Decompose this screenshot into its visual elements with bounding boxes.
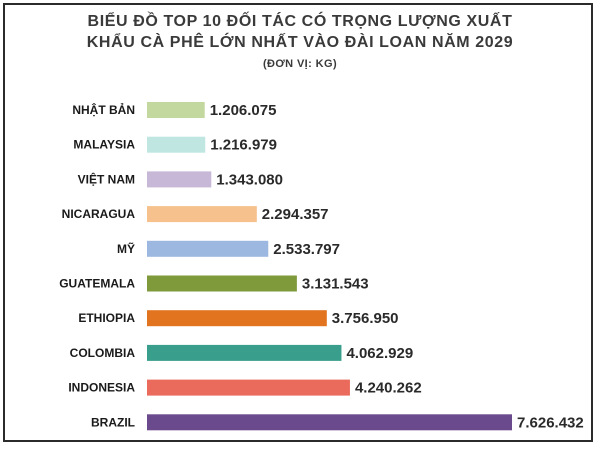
category-label: BRAZIL xyxy=(91,415,135,429)
bar xyxy=(147,102,205,118)
data-label: 7.626.432 xyxy=(517,414,584,431)
bar xyxy=(147,275,297,292)
data-label: 4.062.929 xyxy=(346,345,413,362)
category-label: NICARAGUA xyxy=(62,207,136,221)
category-label: ETHIOPIA xyxy=(78,311,135,325)
bar xyxy=(147,240,269,257)
category-label: NHẬT BẢN xyxy=(72,102,135,117)
data-label: 3.131.543 xyxy=(302,276,369,293)
data-label: 1.206.075 xyxy=(210,102,277,119)
bar xyxy=(147,136,206,153)
bar xyxy=(147,414,512,431)
data-label: 3.756.950 xyxy=(332,310,399,327)
category-label: COLOMBIA xyxy=(70,346,136,360)
category-label: INDONESIA xyxy=(68,381,135,395)
chart-frame xyxy=(3,3,593,442)
bar xyxy=(147,171,212,188)
bar xyxy=(147,310,327,327)
category-label: MALAYSIA xyxy=(73,138,135,152)
data-label: 2.294.357 xyxy=(262,206,329,223)
category-label: GUATEMALA xyxy=(59,277,135,291)
chart-subtitle: (ĐƠN VỊ: KG) xyxy=(262,58,338,70)
bar xyxy=(147,206,257,223)
category-label: MỸ xyxy=(117,241,135,256)
bar xyxy=(147,379,350,396)
data-label: 2.533.797 xyxy=(273,241,340,258)
data-label: 1.343.080 xyxy=(216,171,283,188)
bar xyxy=(147,344,342,361)
chart-title-line-2: KHẨU CÀ PHÊ LỚN NHẤT VÀO ĐÀI LOAN NĂM 20… xyxy=(86,34,514,51)
data-label: 1.216.979 xyxy=(210,137,277,154)
chart-title-line-1: BIỂU ĐỒ TOP 10 ĐỐI TÁC CÓ TRỌNG LƯỢNG XU… xyxy=(87,13,513,30)
data-label: 4.240.262 xyxy=(355,380,422,397)
category-label: VIỆT NAM xyxy=(78,171,135,186)
